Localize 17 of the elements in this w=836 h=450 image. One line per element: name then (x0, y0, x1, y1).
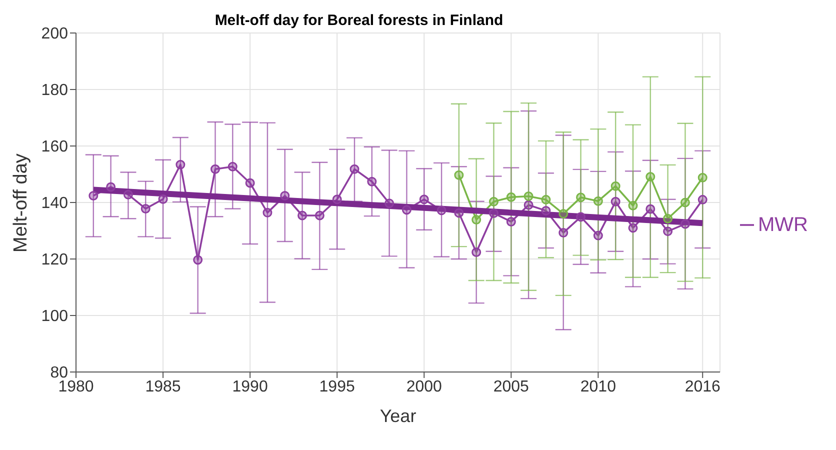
x-tick-label: 2010 (580, 378, 616, 396)
y-tick-label: 160 (41, 138, 68, 156)
y-tick-label: 180 (41, 82, 68, 100)
x-tick-label: 2005 (493, 378, 530, 396)
y-tick-label: 100 (41, 308, 68, 326)
y-tick-label: 200 (41, 26, 68, 43)
legend-label: MWR (758, 214, 808, 236)
y-axis-title: Melt-off day (10, 153, 32, 252)
y-tick-label: 120 (41, 252, 68, 269)
x-tick-label: 2000 (406, 378, 442, 396)
x-tick-label: 1995 (319, 378, 355, 396)
x-axis-title: Year (380, 406, 416, 426)
chart-title: Melt-off day for Boreal forests in Finland (214, 12, 504, 29)
x-tick-label: 1985 (145, 378, 181, 396)
y-tick-label: 140 (41, 195, 68, 212)
x-tick-label: 1990 (232, 378, 268, 396)
x-tick-label: 2016 (684, 378, 721, 396)
